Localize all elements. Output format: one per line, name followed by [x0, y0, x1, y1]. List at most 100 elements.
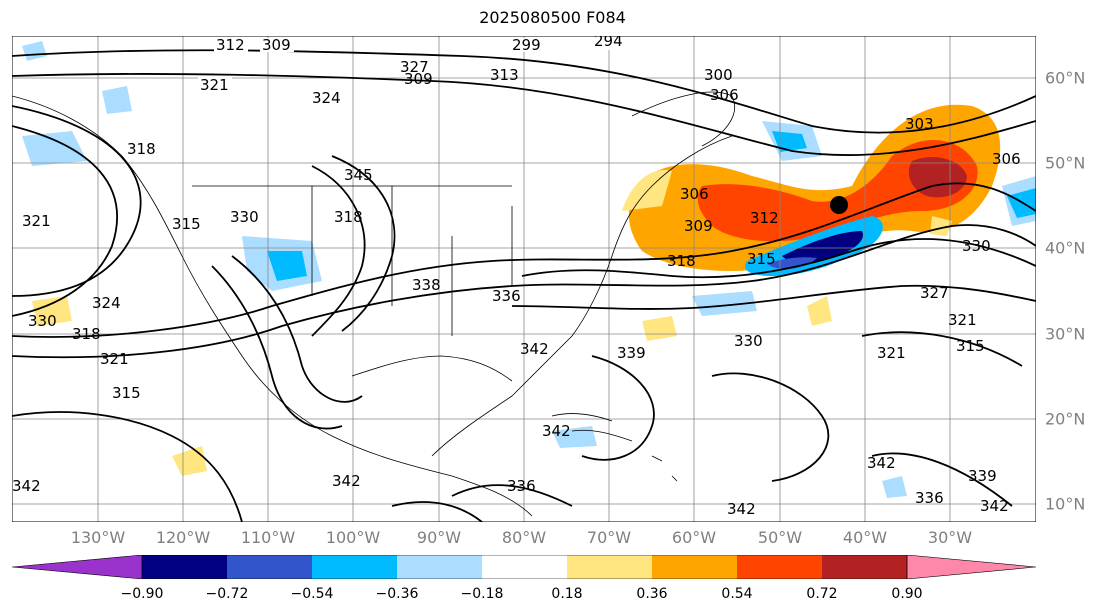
cool-patches [22, 41, 1036, 498]
lon-label: 40°W [842, 528, 888, 547]
colorbar-swatch [567, 555, 652, 579]
contour-label: 342 [332, 472, 361, 490]
contour-label: 339 [617, 344, 646, 362]
contour-label: 315 [747, 250, 776, 268]
colorbar-tick: 0.54 [721, 586, 753, 602]
contour-label: 327 [400, 58, 429, 76]
colorbar-tick: 0.36 [636, 586, 668, 602]
contour-label: 338 [412, 276, 441, 294]
contour-label: 330 [230, 208, 259, 226]
contour-label: 342 [12, 477, 41, 495]
cool-shading [22, 41, 1036, 498]
map-title: 2025080500 F084 [479, 8, 626, 27]
colorbar-swatch [822, 555, 907, 579]
colorbar-tick: −0.54 [290, 586, 334, 602]
contour-label: 336 [915, 489, 944, 507]
lat-label: 60°N [1045, 68, 1086, 88]
colorbar-swatch [397, 555, 482, 579]
lon-label: 130°W [70, 528, 126, 547]
contour-label: 336 [507, 477, 536, 495]
contour-label: 315 [956, 337, 985, 355]
contour-label: 321 [877, 344, 906, 362]
colorbar-extend-max [906, 555, 1036, 579]
contour-label: 299 [512, 36, 541, 54]
colorbar-swatch [227, 555, 312, 579]
lon-label: 90°W [416, 528, 462, 547]
contour-label: 321 [22, 212, 51, 230]
location-marker-dot [830, 196, 848, 214]
contour-label: 306 [992, 150, 1021, 168]
warm-core-1 [697, 139, 978, 242]
contour-label: 327 [920, 284, 949, 302]
colorbar-tick: 0.90 [891, 586, 923, 602]
lat-label: 10°N [1045, 494, 1086, 514]
lon-label: 100°W [325, 528, 381, 547]
contour-label: 306 [710, 86, 739, 104]
contour-label: 313 [490, 66, 519, 84]
contour-label: 300 [704, 66, 733, 84]
contour-label: 303 [905, 115, 934, 133]
contour-label: 315 [172, 215, 201, 233]
colorbar-tick: 0.72 [806, 586, 838, 602]
lat-label: 50°N [1045, 153, 1086, 173]
contour-label: 345 [344, 166, 373, 184]
contour-label: 321 [200, 76, 229, 94]
lon-label: 70°W [586, 528, 632, 547]
contour-label: 309 [684, 217, 713, 235]
contour-label: 342 [727, 500, 756, 518]
colorbar-swatch [737, 555, 822, 579]
graticule [12, 36, 1036, 522]
contour-label: 321 [100, 350, 129, 368]
contour-label: 306 [680, 185, 709, 203]
lon-label: 80°W [501, 528, 547, 547]
contour-label: 318 [127, 140, 156, 158]
contour-label: 342 [980, 497, 1009, 515]
contour-label-bg [510, 38, 544, 52]
contour-label-bg [260, 38, 294, 52]
contour-label: 342 [520, 340, 549, 358]
contour-label: 324 [92, 294, 121, 312]
cool-core [782, 231, 863, 263]
lon-label: 50°W [757, 528, 803, 547]
colorbar [12, 555, 1036, 579]
contour-label: 315 [112, 384, 141, 402]
contour-label-bg [214, 38, 248, 52]
lon-label: 60°W [671, 528, 717, 547]
colorbar-tick: −0.18 [460, 586, 504, 602]
contour-label-bg [310, 89, 344, 105]
warm-shading [32, 104, 1001, 476]
colorbar-swatch [142, 555, 227, 579]
contour-label-bg [198, 76, 232, 92]
contour-label: 318 [334, 208, 363, 226]
contour-label: 330 [962, 237, 991, 255]
contour-label: 312 [216, 36, 245, 54]
warm-core-2 [908, 156, 967, 198]
contour-label: 324 [312, 89, 341, 107]
contour-label: 342 [542, 422, 571, 440]
contour-label: 321 [948, 311, 977, 329]
colorbar-swatch [482, 555, 567, 579]
lat-label: 30°N [1045, 324, 1086, 344]
contour-label: 312 [750, 209, 779, 227]
contour-label: 318 [667, 252, 696, 270]
contour-label-bg [592, 36, 626, 50]
contour-label-group: 312 309 299 294 321 324 309 313 300 306 … [12, 36, 1021, 518]
colorbar-tick: 0.18 [551, 586, 583, 602]
lat-label: 20°N [1045, 409, 1086, 429]
contour-label: 330 [734, 332, 763, 350]
contour-label: 336 [492, 287, 521, 305]
colorbar-swatch [312, 555, 397, 579]
contour-label: 342 [867, 454, 896, 472]
lon-label: 30°W [927, 528, 973, 547]
contour-label: 294 [594, 36, 623, 50]
contour-label: 339 [968, 467, 997, 485]
contour-label: 309 [404, 70, 433, 88]
contour-label: 330 [28, 312, 57, 330]
lon-label: 120°W [155, 528, 211, 547]
colorbar-tick: −0.90 [120, 586, 164, 602]
colorbar-extend-min [12, 555, 143, 579]
contour-label: 318 [72, 325, 101, 343]
colorbar-tick: −0.72 [205, 586, 249, 602]
colorbar-tick: −0.36 [375, 586, 419, 602]
lon-label: 110°W [240, 528, 296, 547]
